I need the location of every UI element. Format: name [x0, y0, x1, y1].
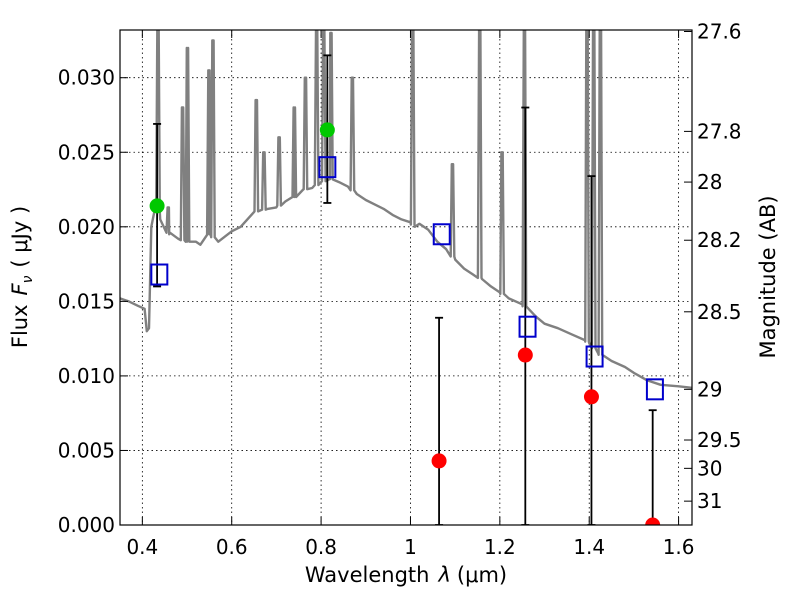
y-tick-label: 0.005 [58, 438, 115, 462]
y2-tick-label: 27.8 [697, 119, 742, 143]
y2-tick-label: 28 [697, 170, 722, 194]
non-detection-point [431, 453, 447, 469]
y-tick-label: 0.000 [58, 513, 115, 537]
y2-tick-label: 28.2 [697, 228, 742, 252]
x-axis-label: Wavelength λ (μm) [305, 563, 507, 587]
x-tick-label: 1.2 [484, 535, 516, 559]
x-tick-label: 0.8 [305, 535, 337, 559]
model-photometry-square [318, 156, 337, 179]
model-photometry-square [518, 315, 537, 338]
error-bars [153, 54, 657, 525]
y-axis-label: FluxFν( μJy ) [8, 206, 36, 348]
y2-tick-label: 28.5 [697, 300, 742, 324]
y-tick-label: 0.010 [58, 364, 115, 388]
grid [120, 30, 692, 526]
x-tick-label: 1.6 [663, 535, 695, 559]
non-detection-point [583, 389, 599, 405]
x-tick-label: 0.4 [126, 535, 158, 559]
model-photometry-square [645, 378, 664, 401]
model-spectrum-line [120, 30, 692, 389]
y2-tick-label: 31 [697, 489, 722, 513]
model-photometry-square [432, 223, 451, 246]
y2-tick-label: 29 [697, 377, 722, 401]
plot-frame [119, 29, 693, 526]
y-tick-label: 0.030 [58, 66, 115, 90]
axis-ticks: 0.4 0.6 0.8 1 1.2 1.4 1.6 0.000 0.005 0.010 0.015 0… [58, 19, 742, 559]
y2-tick-label: 30 [697, 456, 722, 480]
y-tick-label: 0.025 [58, 140, 115, 164]
y-tick-label: 0.020 [58, 215, 115, 239]
y2-axis-label: Magnitude (AB) [756, 195, 780, 358]
x-tick-label: 1 [404, 535, 417, 559]
non-detection-point [517, 347, 533, 363]
model-photometry-square [585, 345, 604, 368]
detection-point [149, 198, 165, 214]
y-tick-label: 0.015 [58, 289, 115, 313]
y2-tick-label: 29.5 [697, 428, 742, 452]
non-detection-point [645, 517, 661, 525]
x-tick-label: 0.6 [216, 535, 248, 559]
photometry-markers [149, 122, 664, 525]
model-photometry-square [150, 263, 169, 286]
detection-point [319, 122, 335, 138]
x-tick-label: 1.4 [573, 535, 605, 559]
y2-tick-label: 27.6 [697, 19, 742, 43]
